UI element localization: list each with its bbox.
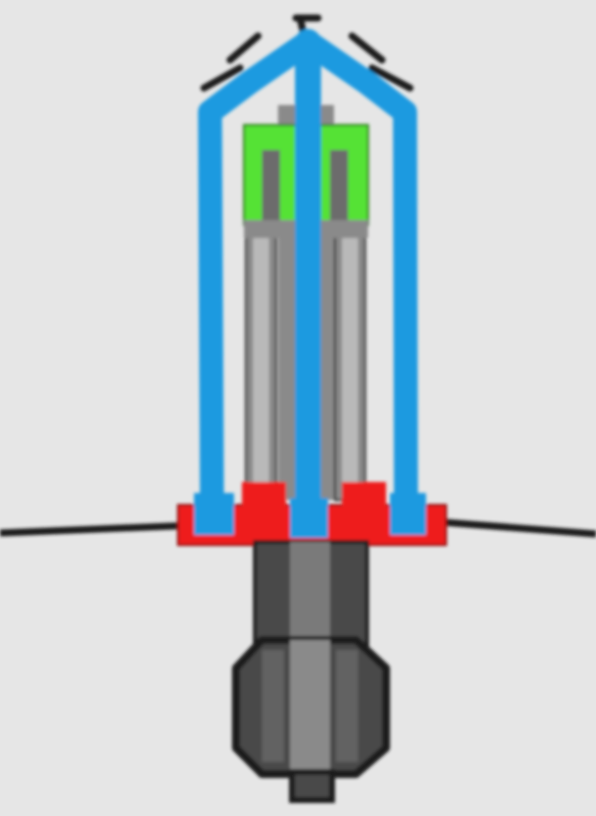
supply-line-left — [0, 521, 201, 537]
cap-tip — [200, 14, 414, 92]
supply-line-right — [439, 518, 596, 538]
frame — [198, 29, 418, 523]
nozzle-left — [243, 124, 297, 238]
collar — [177, 482, 447, 546]
base-fitting — [232, 636, 390, 803]
nozzle-right — [315, 124, 369, 238]
